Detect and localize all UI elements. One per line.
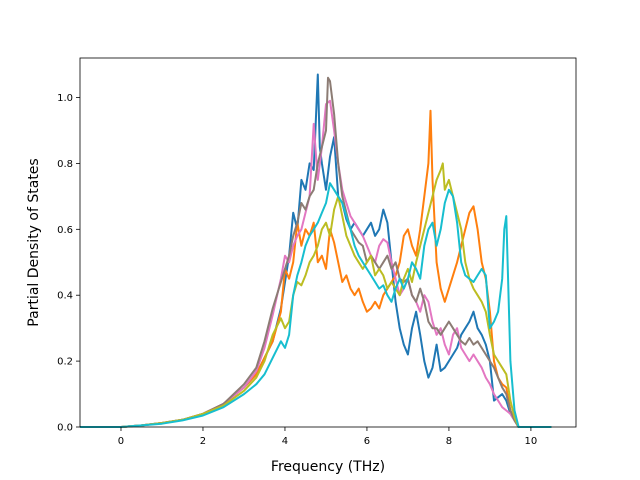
series-layer bbox=[80, 73, 552, 428]
x-axis-ticks: 0 2 4 6 8 10 bbox=[118, 427, 537, 447]
plot-frame bbox=[79, 57, 577, 428]
series-line-4 bbox=[80, 76, 552, 428]
series-line-5 bbox=[80, 162, 552, 428]
x-tick-label: 2 bbox=[200, 436, 206, 447]
y-axis-ticks: 0.0 0.2 0.4 0.6 0.8 1.0 bbox=[57, 93, 80, 434]
x-tick-label: 4 bbox=[282, 436, 288, 447]
series-line-2 bbox=[80, 109, 552, 428]
x-tick-label: 6 bbox=[364, 436, 370, 447]
y-axis-label: Partial Density of States bbox=[26, 158, 42, 326]
x-tick-label: 10 bbox=[525, 436, 538, 447]
y-tick-label: 0.2 bbox=[57, 357, 73, 368]
x-axis-label: Frequency (THz) bbox=[271, 459, 385, 475]
series-line-3 bbox=[80, 99, 552, 428]
x-tick-label: 0 bbox=[118, 436, 124, 447]
y-tick-label: 0.4 bbox=[57, 291, 73, 302]
y-tick-label: 0.8 bbox=[57, 159, 73, 170]
y-tick-label: 0.6 bbox=[57, 225, 73, 236]
y-tick-label: 1.0 bbox=[57, 93, 73, 104]
x-tick-label: 8 bbox=[446, 436, 452, 447]
y-tick-label: 0.0 bbox=[57, 423, 73, 434]
series-line-6 bbox=[80, 182, 552, 428]
